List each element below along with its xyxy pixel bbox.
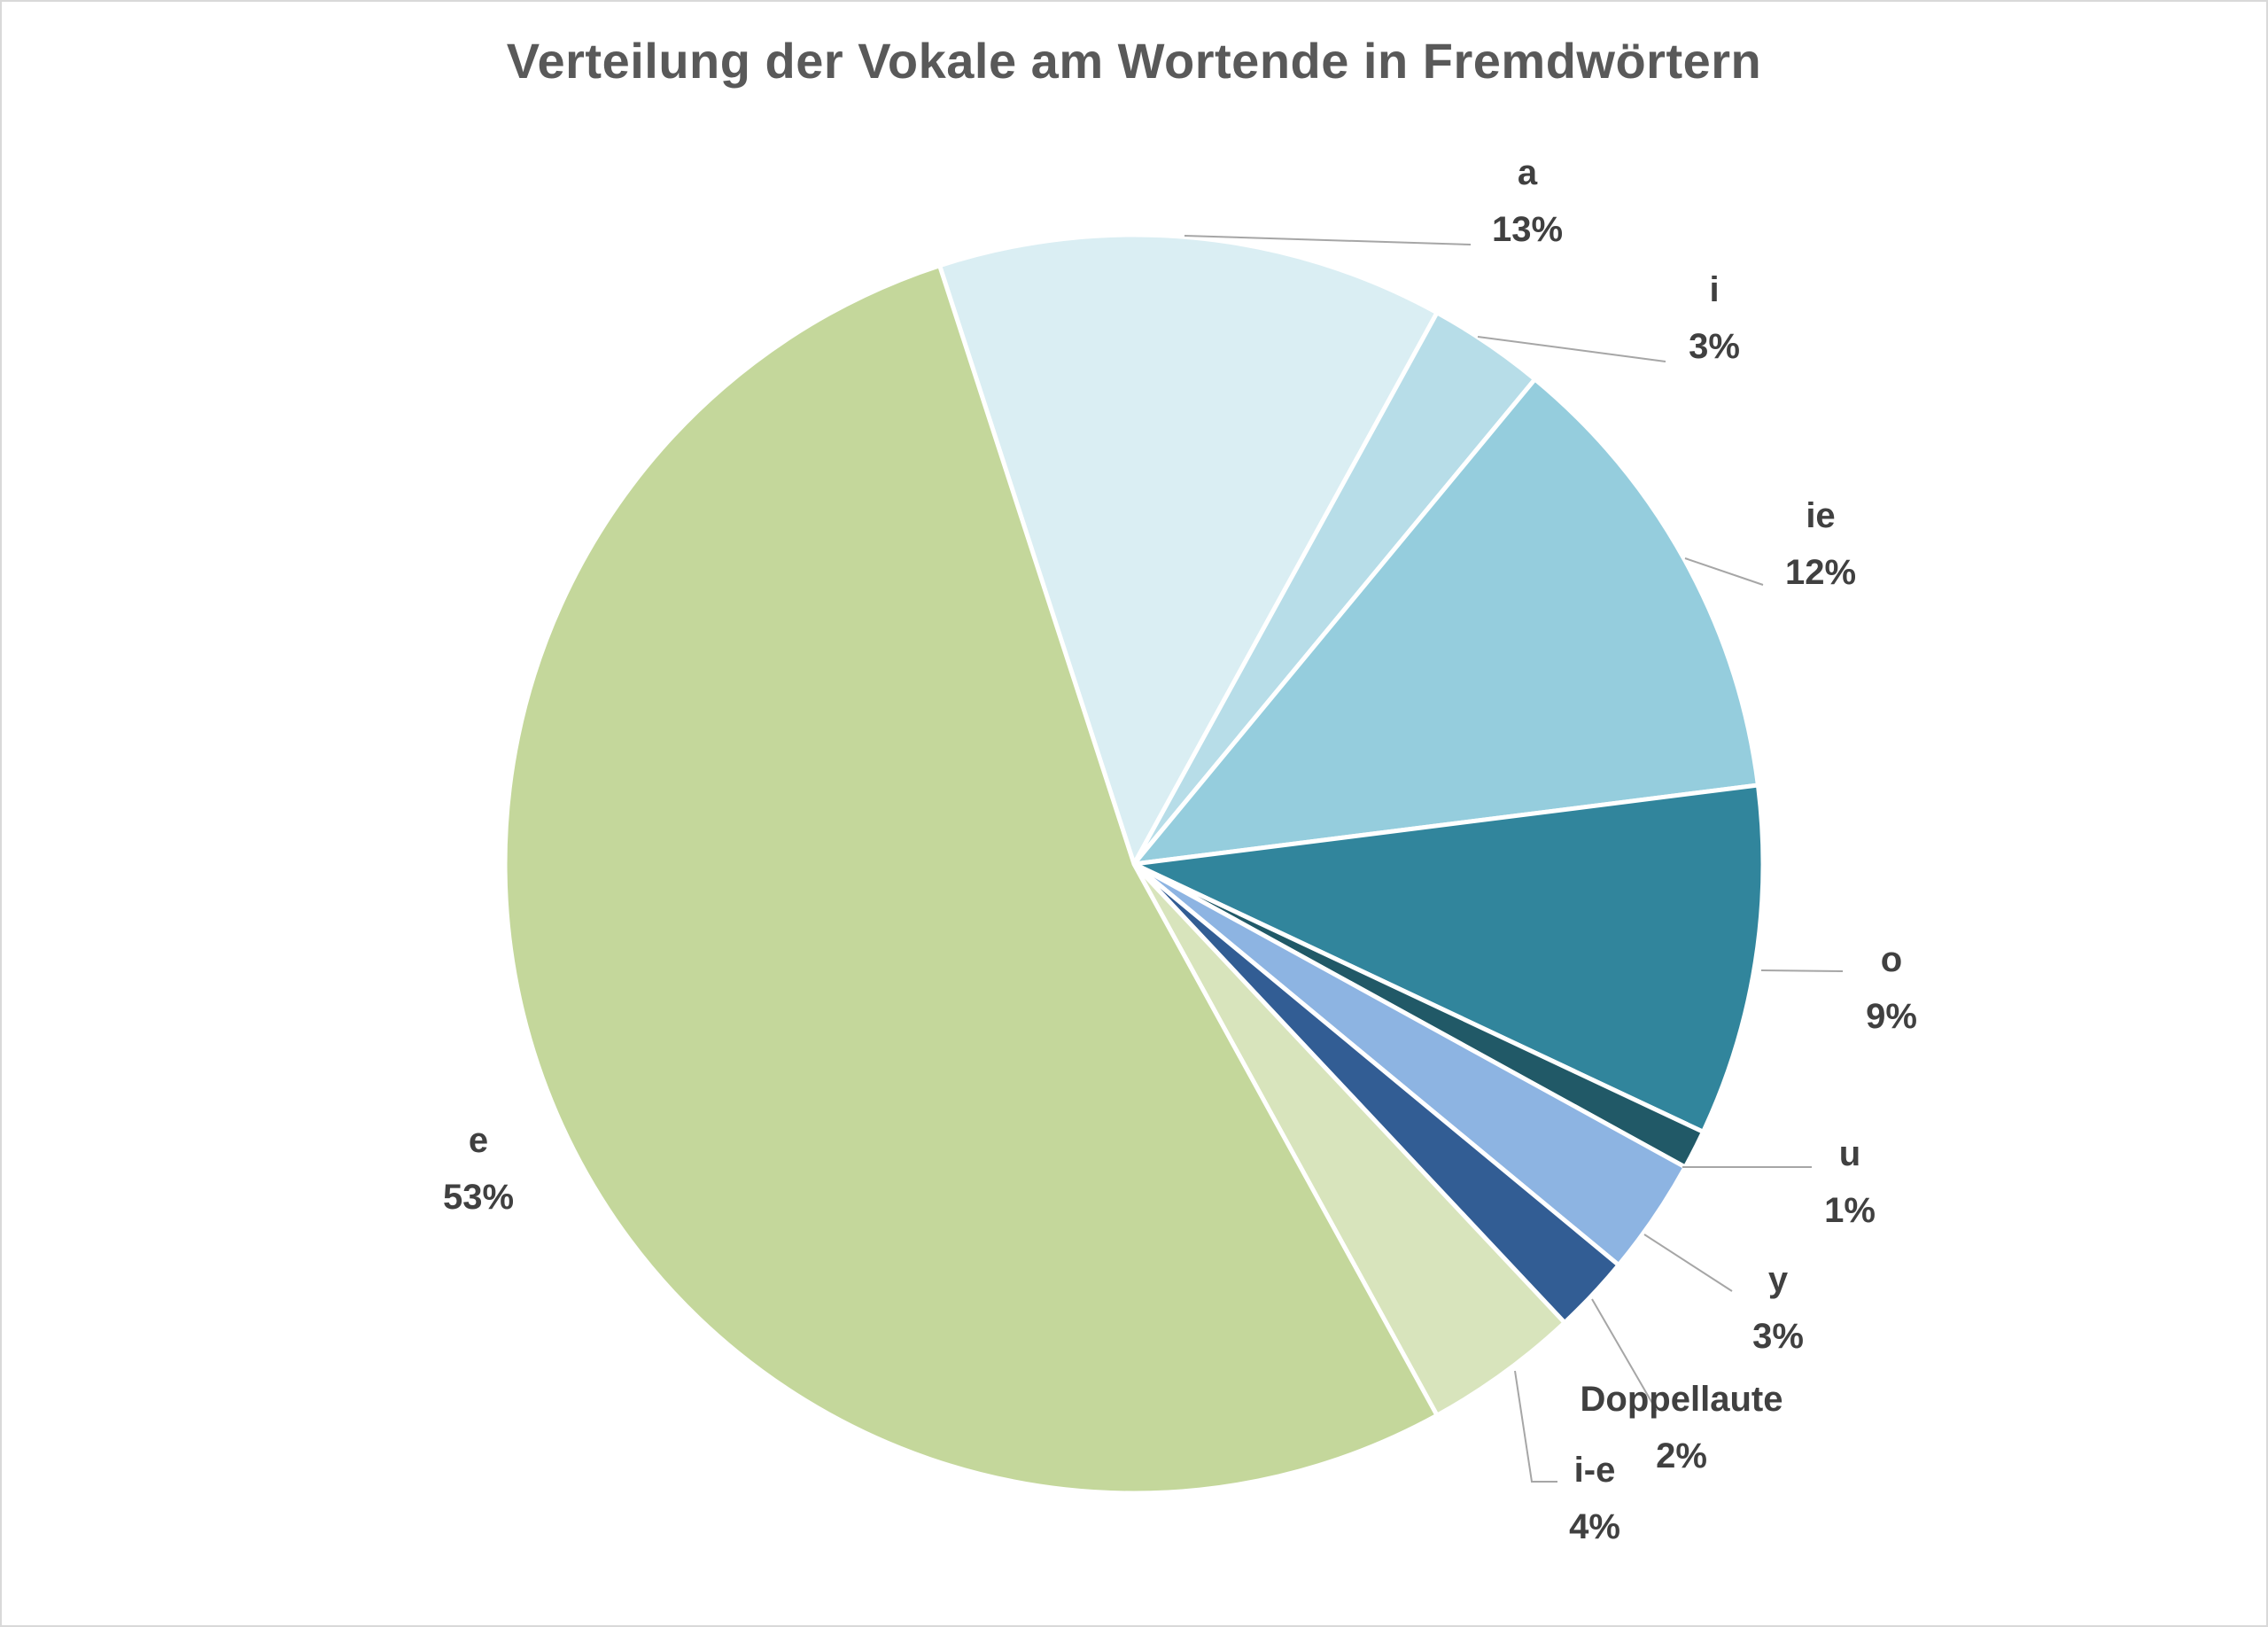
slice-percent-o: 9% bbox=[1866, 997, 1917, 1036]
slice-percent-doppellaute: 2% bbox=[1656, 1436, 1707, 1475]
leader-line-doppellaute bbox=[1591, 1298, 1658, 1412]
leader-line-o bbox=[1760, 969, 1844, 972]
slice-label-ie: ie bbox=[1806, 496, 1835, 535]
slice-percent-e: 53% bbox=[443, 1178, 514, 1217]
pie-slice-a bbox=[936, 232, 1441, 870]
leader-line-y bbox=[1643, 1234, 1733, 1292]
leader-line-a bbox=[1184, 235, 1472, 245]
slice-label-i: i bbox=[1709, 270, 1719, 309]
pie-slice-ie bbox=[1129, 376, 1761, 868]
slice-percent-i-e: 4% bbox=[1569, 1507, 1620, 1546]
slice-percent-y: 3% bbox=[1752, 1317, 1804, 1356]
pie-slice-i-e bbox=[1131, 862, 1568, 1419]
leader-line-i-e bbox=[1514, 1370, 1557, 1483]
slice-label-u: u bbox=[1839, 1134, 1860, 1173]
slice-label-e: e bbox=[469, 1121, 488, 1160]
slice-label-i-e: i-e bbox=[1574, 1451, 1616, 1490]
slice-label-a: a bbox=[1518, 153, 1538, 192]
slice-percent-i: 3% bbox=[1689, 327, 1740, 366]
chart-title: Verteilung der Vokale am Wortende in Fre… bbox=[506, 33, 1762, 89]
slice-percent-u: 1% bbox=[1824, 1191, 1876, 1230]
leader-line-i bbox=[1477, 336, 1666, 362]
slice-label-o: o bbox=[1881, 940, 1902, 979]
pie-slice-o bbox=[1126, 782, 1766, 1135]
slice-label-doppellaute: Doppellaute bbox=[1581, 1380, 1783, 1419]
leader-line-ie bbox=[1684, 557, 1764, 586]
pie-slice-e bbox=[502, 262, 1441, 1496]
slice-label-y: y bbox=[1768, 1260, 1789, 1299]
slice-percent-ie: 12% bbox=[1785, 553, 1856, 592]
slice-percent-a: 13% bbox=[1492, 210, 1563, 249]
